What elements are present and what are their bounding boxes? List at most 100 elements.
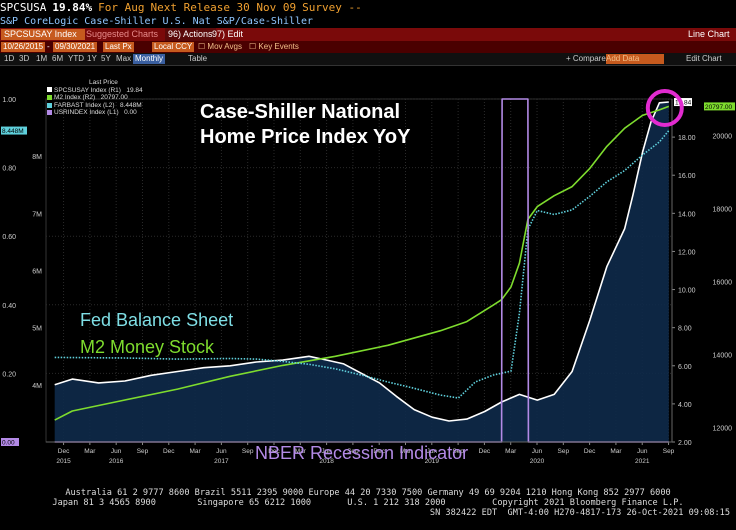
chart-type-label[interactable]: Line Chart (688, 29, 730, 39)
x-tick-label: Mar (400, 448, 412, 455)
ticker: SPCSUSA (0, 1, 47, 14)
security-description: S&P CoreLogic Case-Shiller U.S. Nat S&P/… (0, 16, 314, 27)
y-tick-label-l2: 8M (32, 154, 42, 161)
x-tick-label: Jun (321, 448, 332, 455)
legend-item[interactable]: FARBAST Index (L2) 8.448M (47, 102, 143, 110)
mov-avgs-toggle[interactable]: ☐ Mov Avgs (198, 42, 242, 51)
x-tick-label: Dec (268, 448, 280, 455)
x-year-label: 2017 (214, 458, 229, 465)
key-events-toggle[interactable]: ☐ Key Events (249, 42, 299, 51)
for-period: For Aug (98, 1, 145, 14)
x-tick-label: Sep (663, 448, 675, 455)
edit-chart-button[interactable]: Edit Chart (686, 54, 722, 63)
x-year-label: 2019 (425, 458, 440, 465)
y-tick-label-r1: 12.00 (678, 249, 696, 256)
y-tick-label-r1: 16.00 (678, 173, 696, 180)
x-tick-label: Jun (532, 448, 543, 455)
security-field[interactable]: SPCSUSAY Index (1, 29, 85, 40)
last-value: 19.84% (52, 1, 93, 14)
footer-session: SN 382422 EDT GMT-4:00 H270-4817-173 26-… (429, 508, 730, 518)
x-tick-label: Sep (242, 448, 254, 455)
next-release: Next Release 30 Nov 09 (150, 1, 297, 14)
highlight-circle (645, 89, 684, 127)
price-field[interactable]: Last Px (103, 42, 134, 52)
y-tick-label-r1: 4.00 (678, 402, 692, 409)
y-tick-label-l1: 0.80 (2, 166, 16, 173)
edit-menu[interactable]: 97) Edit (212, 29, 244, 39)
x-tick-label: Dec (163, 448, 175, 455)
legend-swatch-icon (47, 110, 52, 116)
range-bar: 10/26/2015 - 09/30/2021 Last Px Local CC… (0, 41, 736, 53)
y-tick-label-l2: 6M (32, 269, 42, 276)
y-tick-label-l2: 7M (32, 211, 42, 218)
y-tick-label-l2: 5M (32, 326, 42, 333)
y-tick-label-l1: 0.60 (2, 234, 16, 241)
fed-balance-sheet-annotation: Fed Balance Sheet (80, 310, 234, 330)
x-tick-label: Dec (58, 448, 70, 455)
frequency-select[interactable]: Monthly (133, 54, 166, 64)
x-tick-label: Sep (558, 448, 570, 455)
x-tick-label: Dec (584, 448, 596, 455)
period-max[interactable]: Max (116, 54, 132, 63)
y-tick-label-r2: 18000 (713, 206, 733, 213)
legend-item[interactable]: USRINDEX Index (L1) 0.00 (47, 109, 143, 117)
x-year-label: 2016 (109, 458, 124, 465)
key-events-check-icon: ☐ (249, 42, 259, 51)
x-tick-label: Dec (373, 448, 385, 455)
x-tick-label: Mar (84, 448, 96, 455)
period-3d[interactable]: 3D (19, 54, 30, 63)
footer-contacts-2: Japan 81 3 4565 8900 Singapore 65 6212 1… (52, 498, 684, 508)
period-1d[interactable]: 1D (4, 54, 15, 63)
y-tick-label-r1: 2.00 (678, 440, 692, 447)
add-data-input[interactable]: Add Data (606, 54, 664, 64)
suggested-charts-button[interactable]: Suggested Charts (86, 29, 159, 39)
survey: Survey -- (302, 1, 362, 14)
period-5y[interactable]: 5Y (101, 54, 111, 63)
end-date-field[interactable]: 09/30/2021 (53, 42, 98, 52)
x-tick-label: Jun (637, 448, 648, 455)
legend-item[interactable]: SPCSUSAY Index (R1) 19.84 (47, 87, 143, 95)
last-value-tags: 19.84 20797.00 8.448M 0.00 (1, 98, 735, 447)
x-year-label: 2020 (530, 458, 545, 465)
compare-button[interactable]: + Compare (566, 54, 606, 63)
table-button[interactable]: Table (188, 54, 208, 63)
currency-field[interactable]: Local CCY (152, 42, 195, 52)
date-separator-icon: - (47, 42, 50, 51)
last-value-tag-l1 (1, 438, 19, 446)
period-1m[interactable]: 1M (36, 54, 48, 63)
x-year-label: 2018 (319, 458, 334, 465)
series-line-farbast-index (54, 130, 670, 399)
x-tick-label: Jun (216, 448, 227, 455)
footer-contacts-1: Australia 61 2 9777 8600 Brazil 5511 239… (65, 488, 671, 498)
x-tick-label: Mar (505, 448, 517, 455)
x-tick-label: Dec (479, 448, 491, 455)
legend-swatch-icon (47, 94, 52, 100)
nber-recession-annotation: NBER Recession Indicator (255, 443, 469, 463)
footer: Australia 61 2 9777 8600 Brazil 5511 239… (0, 488, 736, 530)
y-tick-label-r2: 14000 (713, 352, 733, 359)
y-tick-label-l1: 0.40 (2, 303, 16, 310)
start-date-field[interactable]: 10/26/2015 (1, 42, 46, 52)
y-tick-label-r2: 12000 (713, 425, 733, 432)
legend-swatch-icon (47, 102, 52, 108)
period-ytd[interactable]: YTD (68, 54, 84, 63)
last-value-tag-label: 20797.00 (705, 104, 732, 111)
legend-item[interactable]: M2 Index (R2) 20797.00 (47, 94, 143, 102)
legend: Last Price SPCSUSAY Index (R1) 19.84 M2 … (47, 79, 143, 117)
actions-menu[interactable]: 96) Actions (165, 28, 216, 41)
m2-money-stock-annotation: M2 Money Stock (80, 337, 215, 357)
security-header: SPCSUSA 19.84% For Aug Next Release 30 Nov … (0, 0, 736, 16)
y-tick-label-r2: 16000 (713, 279, 733, 286)
y-tick-label-r1: 10.00 (678, 288, 696, 295)
y-tick-label-l2: 4M (32, 383, 42, 390)
y-tick-label-l1: 1.00 (2, 97, 16, 104)
chart-area: 0.00 0.20 0.40 0.60 0.80 1.00 4M 5M 6M 7M 8M 2.00 4.… (1, 89, 735, 465)
last-value-tag-label: 19.84 (675, 100, 692, 107)
x-year-label: 2021 (635, 458, 650, 465)
y-tick-label-r1: 14.00 (678, 211, 696, 218)
series-line-spcsusay-index (54, 101, 669, 422)
period-1y[interactable]: 1Y (87, 54, 97, 63)
last-value-tag-label: 0.00 (2, 440, 15, 447)
period-6m[interactable]: 6M (52, 54, 64, 63)
axes: 0.00 0.20 0.40 0.60 0.80 1.00 4M 5M 6M 7M 8M 2.00 4.… (2, 97, 732, 465)
